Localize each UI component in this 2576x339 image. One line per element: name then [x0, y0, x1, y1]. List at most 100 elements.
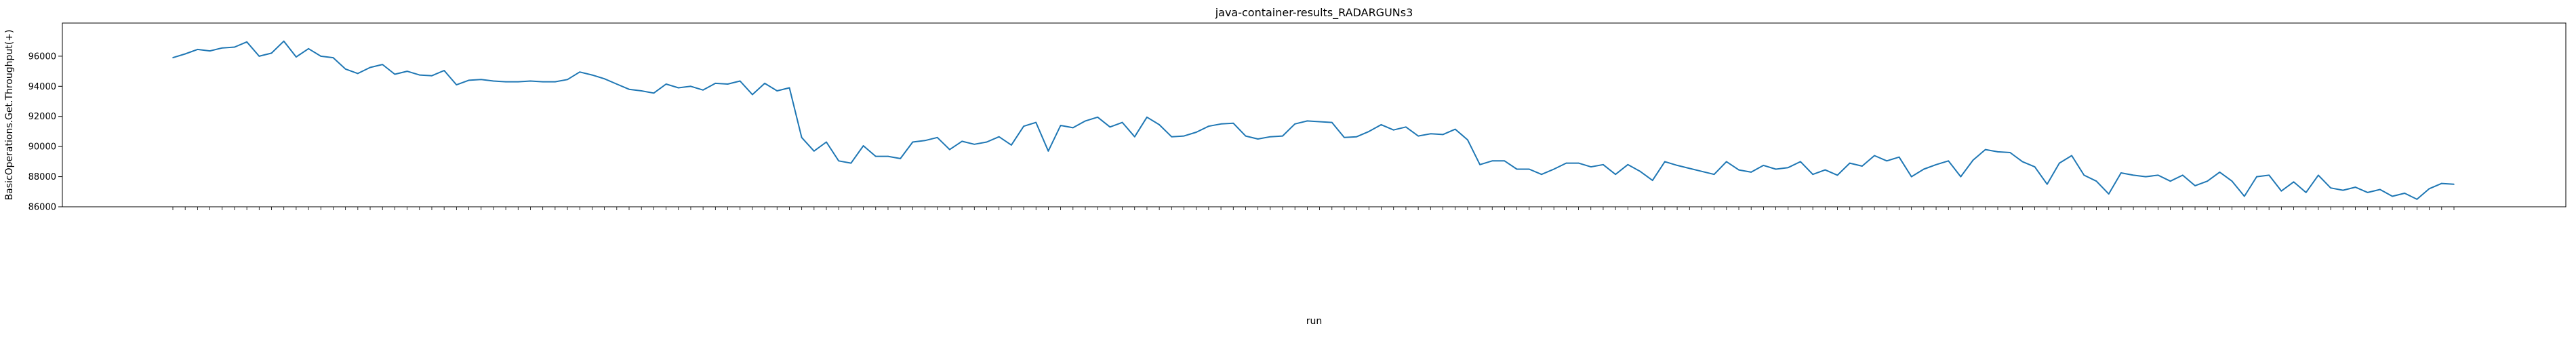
data-point	[443, 70, 445, 71]
data-point	[1270, 136, 1271, 138]
data-point	[1541, 174, 1542, 176]
data-point	[1886, 160, 1888, 162]
data-point	[641, 90, 642, 92]
data-point	[1775, 168, 1777, 170]
data-point	[2021, 161, 2024, 163]
data-point	[1898, 156, 1900, 158]
data-point	[2354, 186, 2356, 188]
data-point	[2059, 162, 2060, 164]
data-point	[1935, 164, 1937, 165]
data-point	[1380, 124, 1382, 125]
data-point	[2342, 189, 2344, 191]
data-point	[1651, 180, 1653, 181]
data-point	[2392, 195, 2393, 197]
data-point	[1639, 171, 1641, 172]
data-point	[296, 56, 297, 58]
data-point	[1220, 123, 1222, 125]
data-point	[776, 90, 778, 92]
data-point	[1319, 121, 1321, 123]
data-point	[2071, 155, 2072, 157]
data-point	[222, 47, 223, 49]
data-point	[555, 81, 556, 83]
data-point	[1442, 134, 1444, 136]
data-point	[727, 83, 729, 85]
data-point	[1011, 144, 1012, 146]
data-point	[1060, 125, 1062, 126]
data-point	[1491, 160, 1493, 162]
data-point	[1368, 131, 1370, 132]
x-axis-label: run	[1306, 316, 1323, 327]
data-point	[2207, 180, 2208, 182]
data-point	[1824, 169, 1826, 171]
data-point	[887, 155, 889, 157]
y-tick-label: 88000	[28, 172, 56, 182]
data-point	[850, 162, 852, 164]
data-point	[172, 57, 174, 58]
data-point	[2219, 172, 2221, 173]
data-point	[456, 84, 458, 85]
data-point	[197, 49, 199, 50]
data-point	[1836, 174, 1838, 176]
data-point	[924, 140, 926, 142]
data-point	[813, 151, 815, 152]
data-point	[788, 87, 790, 89]
data-point	[1577, 162, 1579, 164]
data-point	[2256, 176, 2257, 178]
data-point	[900, 158, 901, 159]
data-point	[1294, 123, 1295, 125]
data-point	[1627, 164, 1629, 165]
data-point	[690, 85, 691, 87]
data-point	[1800, 161, 1801, 163]
data-point	[344, 68, 346, 70]
data-point	[1713, 174, 1715, 176]
data-point	[1726, 161, 1727, 163]
data-point	[2318, 174, 2319, 176]
data-point	[2133, 174, 2134, 176]
data-point	[1997, 151, 1998, 153]
data-point	[2157, 174, 2159, 176]
data-point	[1565, 162, 1567, 164]
data-point	[1689, 167, 1691, 170]
data-point	[1849, 162, 1851, 164]
data-point	[1467, 139, 1468, 140]
data-point	[616, 83, 618, 85]
data-point	[505, 81, 506, 83]
data-point	[2305, 192, 2307, 193]
data-point	[1282, 135, 1283, 137]
data-point	[1195, 132, 1197, 133]
data-point	[2293, 181, 2295, 183]
data-point	[369, 66, 371, 68]
y-tick-label: 86000	[28, 203, 56, 213]
data-point	[1072, 127, 1074, 129]
data-point	[1861, 165, 1863, 167]
data-point	[2428, 188, 2430, 190]
data-point	[1603, 164, 1604, 165]
data-point	[1356, 136, 1357, 138]
data-point	[1948, 160, 1949, 162]
data-point	[702, 89, 704, 91]
data-point	[752, 94, 753, 96]
data-point	[529, 80, 531, 82]
data-point	[1874, 155, 1875, 157]
data-point	[1788, 167, 1789, 168]
data-point	[1047, 151, 1049, 152]
data-point	[308, 48, 309, 49]
data-point	[678, 87, 679, 89]
data-point	[2379, 188, 2381, 191]
data-point	[961, 140, 963, 142]
data-point	[1676, 165, 1678, 166]
data-point	[246, 41, 247, 43]
data-point	[1504, 160, 1506, 162]
data-point	[1159, 124, 1160, 125]
data-point	[665, 83, 667, 85]
y-axis: 86000 88000 90000 92000 94000 96000	[28, 52, 62, 213]
data-point	[1985, 148, 1986, 151]
data-point	[2330, 187, 2331, 189]
data-point	[875, 155, 877, 157]
data-point	[406, 71, 408, 72]
data-point	[1085, 120, 1086, 122]
series-layer	[172, 40, 2455, 200]
data-point	[357, 73, 359, 75]
data-point	[1392, 129, 1394, 131]
data-point	[493, 80, 494, 82]
